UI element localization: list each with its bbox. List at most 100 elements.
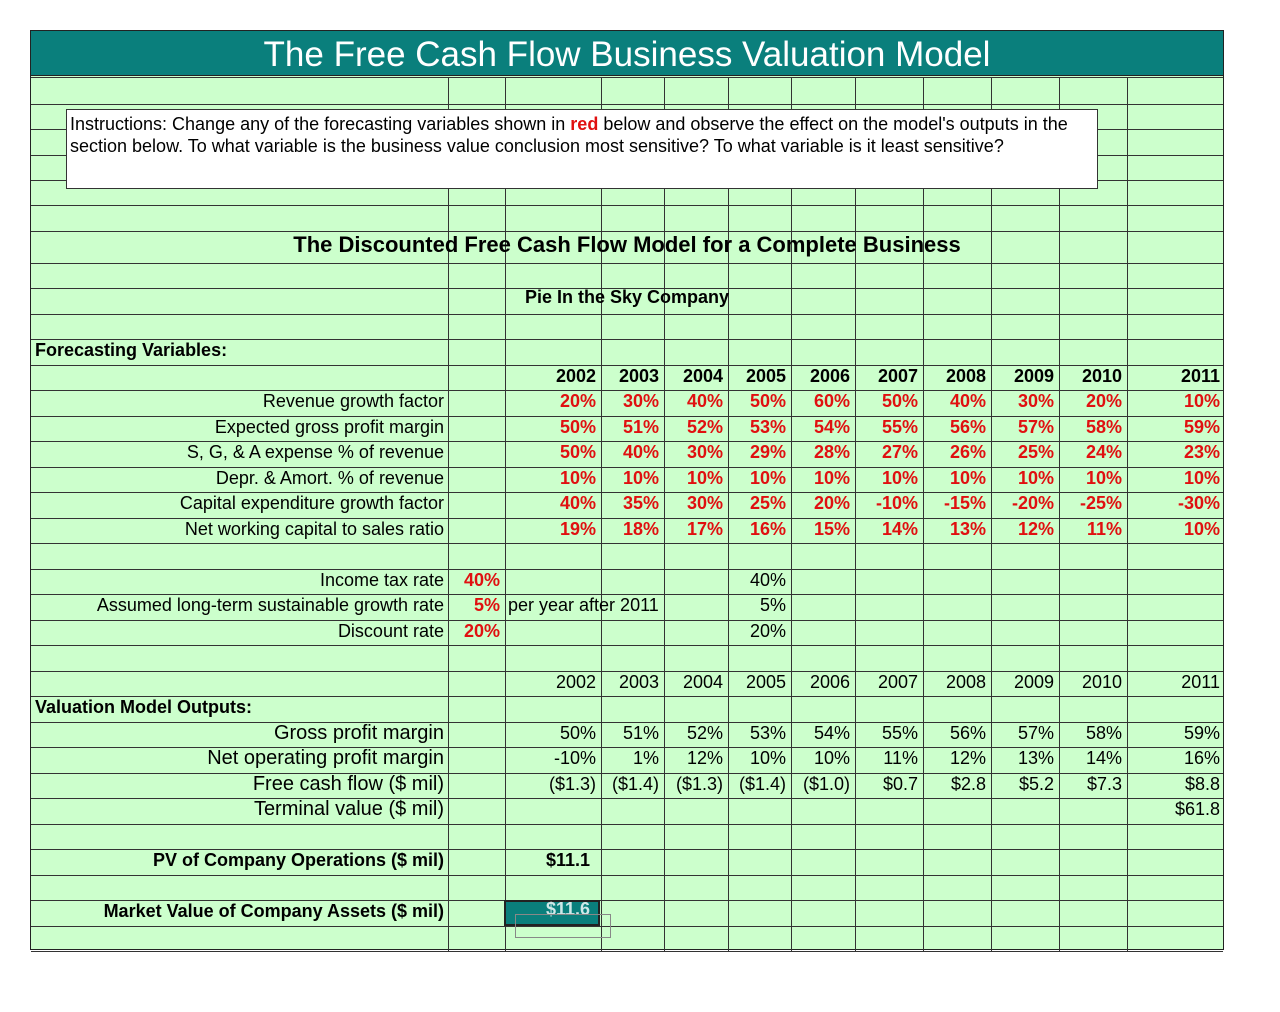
grid-row-line (31, 849, 1223, 850)
rate-input-cell[interactable]: 20% (463, 621, 500, 641)
forecast-input-cell[interactable]: -30% (1177, 493, 1220, 513)
forecast-input-cell[interactable]: 14% (881, 519, 918, 539)
year-header: 2002 (555, 672, 596, 692)
grid-column-line (601, 77, 602, 951)
forecast-input-cell[interactable]: 59% (1183, 417, 1220, 437)
rate-input-cell[interactable]: 5% (473, 595, 500, 615)
forecast-input-cell[interactable]: 10% (949, 468, 986, 488)
forecast-input-cell[interactable]: 10% (1085, 468, 1122, 488)
forecast-input-cell[interactable]: 10% (881, 468, 918, 488)
forecast-input-cell[interactable]: 53% (749, 417, 786, 437)
forecast-input-cell[interactable]: 10% (1017, 468, 1054, 488)
forecast-input-cell[interactable]: 20% (1085, 391, 1122, 411)
forecast-input-cell[interactable]: 50% (559, 417, 596, 437)
forecast-input-cell[interactable]: 10% (1183, 519, 1220, 539)
forecast-input-cell[interactable]: 50% (881, 391, 918, 411)
forecast-input-cell[interactable]: 57% (1017, 417, 1054, 437)
selection-outline (515, 914, 611, 938)
pv-operations-value[interactable]: $11.1 (545, 850, 590, 870)
output-value-cell: $2.8 (950, 774, 986, 794)
forecast-input-cell[interactable]: 30% (686, 493, 723, 513)
forecast-input-cell[interactable]: 10% (686, 468, 723, 488)
year-header-bold: 2011 (1180, 366, 1220, 386)
grid-row-line (31, 77, 1223, 78)
forecast-input-cell[interactable]: 24% (1085, 442, 1122, 462)
rate-input-cell[interactable]: 40% (463, 570, 500, 590)
forecast-input-cell[interactable]: 10% (559, 468, 596, 488)
forecast-row-label: Revenue growth factor (262, 391, 444, 411)
forecast-input-cell[interactable]: 50% (559, 442, 596, 462)
grid-column-line (1059, 77, 1060, 951)
forecast-input-cell[interactable]: 35% (622, 493, 659, 513)
output-value-cell: $8.8 (1184, 774, 1220, 794)
forecast-input-cell[interactable]: 40% (559, 493, 596, 513)
output-value-cell: $7.3 (1086, 774, 1122, 794)
output-row-label: Free cash flow ($ mil) (252, 773, 444, 795)
forecast-input-cell[interactable]: 12% (1017, 519, 1054, 539)
forecast-input-cell[interactable]: 10% (1183, 391, 1220, 411)
year-header-bold: 2008 (945, 366, 986, 386)
forecast-input-cell[interactable]: 10% (622, 468, 659, 488)
forecast-input-cell[interactable]: 17% (686, 519, 723, 539)
forecast-input-cell[interactable]: 40% (686, 391, 723, 411)
forecast-input-cell[interactable]: 18% (622, 519, 659, 539)
forecast-input-cell[interactable]: 54% (813, 417, 850, 437)
grid-row-line (31, 104, 1223, 105)
forecast-input-cell[interactable]: 10% (813, 468, 850, 488)
year-header-bold: 2007 (877, 366, 918, 386)
grid-column-line (923, 77, 924, 951)
grid-row-line (31, 518, 1223, 519)
selected-cell-market-value[interactable] (504, 900, 600, 926)
forecast-input-cell[interactable]: 20% (813, 493, 850, 513)
forecast-input-cell[interactable]: 40% (949, 391, 986, 411)
year-header-bold: 2006 (809, 366, 850, 386)
grid-row-line (31, 205, 1223, 206)
output-value-cell: 59% (1183, 723, 1220, 743)
forecast-input-cell[interactable]: 25% (749, 493, 786, 513)
forecast-input-cell[interactable]: 16% (749, 519, 786, 539)
forecast-input-cell[interactable]: 52% (686, 417, 723, 437)
forecast-input-cell[interactable]: 30% (1017, 391, 1054, 411)
year-header: 2011 (1181, 672, 1220, 692)
forecast-input-cell[interactable]: 26% (949, 442, 986, 462)
forecast-input-cell[interactable]: 55% (881, 417, 918, 437)
forecast-input-cell[interactable]: -10% (875, 493, 918, 513)
output-value-cell: ($1.4) (738, 774, 786, 794)
year-header: 2005 (745, 672, 786, 692)
forecast-input-cell[interactable]: -15% (943, 493, 986, 513)
output-row-label: Terminal value ($ mil) (253, 798, 444, 820)
company-name: Pie In the Sky Company (524, 287, 730, 307)
output-value-cell: 51% (622, 723, 659, 743)
forecast-input-cell[interactable]: 13% (949, 519, 986, 539)
forecast-input-cell[interactable]: 23% (1183, 442, 1220, 462)
forecast-input-cell[interactable]: 11% (1086, 519, 1122, 539)
forecast-input-cell[interactable]: 60% (813, 391, 850, 411)
forecast-input-cell[interactable]: 40% (622, 442, 659, 462)
forecast-input-cell[interactable]: 10% (1183, 468, 1220, 488)
forecast-input-cell[interactable]: -25% (1079, 493, 1122, 513)
forecast-input-cell[interactable]: 29% (749, 442, 786, 462)
forecast-input-cell[interactable]: 56% (949, 417, 986, 437)
output-value-cell: 14% (1085, 748, 1122, 768)
forecast-input-cell[interactable]: 28% (813, 442, 850, 462)
forecast-input-cell[interactable]: 30% (622, 391, 659, 411)
rate-label: Assumed long-term sustainable growth rat… (96, 595, 444, 615)
rate-echo-value: 5% (759, 595, 786, 615)
forecast-input-cell[interactable]: 10% (749, 468, 786, 488)
output-value-cell: ($1.0) (802, 774, 850, 794)
forecast-input-cell[interactable]: 27% (881, 442, 918, 462)
grid-row-line (31, 339, 1223, 340)
grid-row-line (31, 747, 1223, 748)
forecast-input-cell[interactable]: 50% (749, 391, 786, 411)
grid-row-line (31, 492, 1223, 493)
forecast-input-cell[interactable]: 15% (813, 519, 850, 539)
forecast-input-cell[interactable]: -20% (1011, 493, 1054, 513)
output-value-cell: 50% (559, 723, 596, 743)
forecast-input-cell[interactable]: 25% (1017, 442, 1054, 462)
forecast-input-cell[interactable]: 30% (686, 442, 723, 462)
year-header-bold: 2002 (555, 366, 596, 386)
forecast-input-cell[interactable]: 20% (559, 391, 596, 411)
forecast-input-cell[interactable]: 19% (559, 519, 596, 539)
forecast-input-cell[interactable]: 58% (1085, 417, 1122, 437)
forecast-input-cell[interactable]: 51% (622, 417, 659, 437)
